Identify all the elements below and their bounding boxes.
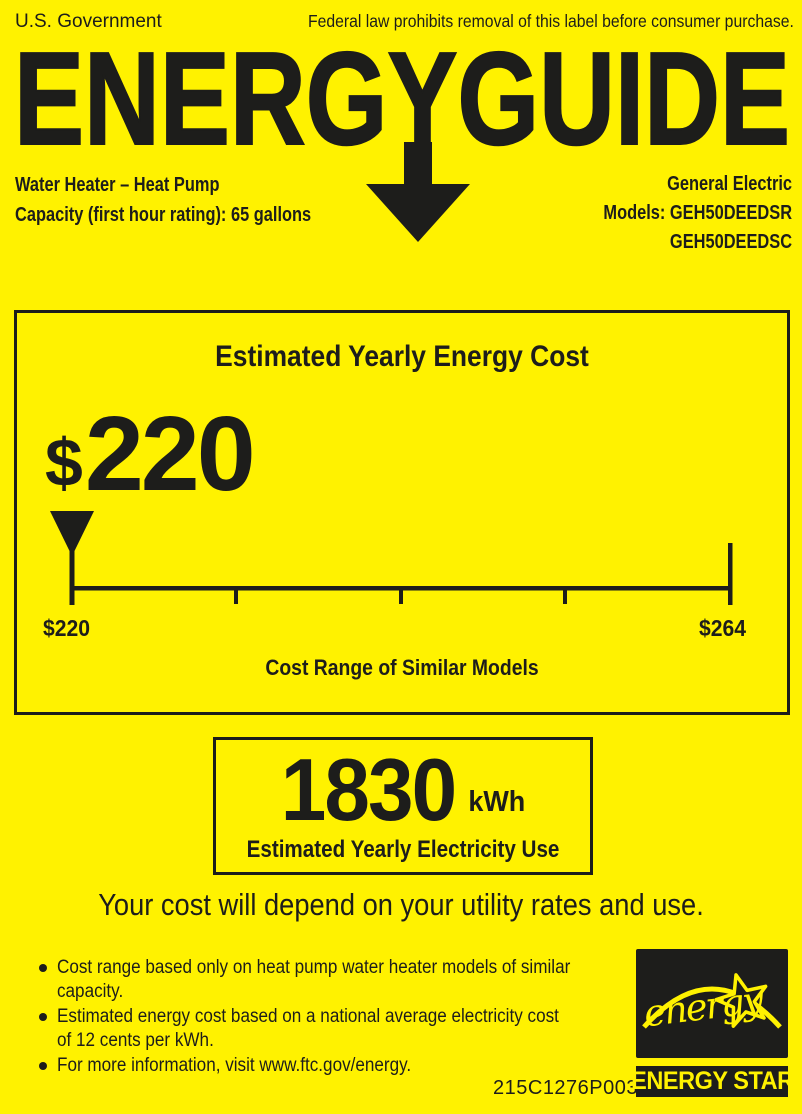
kwh-unit: kWh <box>468 786 526 818</box>
part-number: 215C1276P003 <box>493 1077 639 1099</box>
us-government-text: U.S. Government <box>15 11 162 32</box>
kwh-amount: 1830 <box>280 740 457 839</box>
electricity-use-value: 1830 kWh <box>229 746 577 834</box>
bullet-line: of 12 cents per kWh. <box>57 1030 214 1051</box>
scale-end-tick <box>728 543 733 605</box>
federal-notice-text: Federal law prohibits removal of this la… <box>308 11 794 31</box>
scale-tick <box>563 588 567 604</box>
energy-cost-box: Estimated Yearly Energy Cost $ 220 $220 … <box>14 310 790 715</box>
cost-range-scale <box>50 511 733 605</box>
energy-star-mark: energy <box>636 949 788 1058</box>
energy-star-arc <box>642 986 782 1029</box>
scale-tick <box>234 588 238 604</box>
star-icon <box>714 973 768 1028</box>
product-info: Water Heater – Heat Pump Capacity (first… <box>15 170 311 230</box>
bullet-line: For more information, visit www.ftc.gov/… <box>57 1055 412 1076</box>
product-type: Water Heater – Heat Pump <box>15 174 220 196</box>
energyguide-logo: ENERGYGUIDE <box>13 42 791 242</box>
energy-star-background <box>636 949 788 1058</box>
scale-caption: Cost Range of Similar Models <box>265 655 539 680</box>
list-item: Estimated energy cost based on a nationa… <box>36 1005 636 1053</box>
electricity-use-box: 1830 kWh Estimated Yearly Electricity Us… <box>213 737 593 875</box>
scale-min-label: $220 <box>43 615 91 641</box>
bullet-line: Cost range based only on heat pump water… <box>57 957 571 978</box>
currency-symbol: $ <box>45 425 83 501</box>
energy-star-logo: energy ENERGY STAR <box>631 949 794 1098</box>
energy-star-bar: ENERGY STAR <box>631 1066 794 1097</box>
marker-stem <box>69 550 75 605</box>
model-line-2: GEH50DEEDSC <box>669 231 792 253</box>
manufacturer-info: General Electric Models: GEH50DEEDSR GEH… <box>603 170 792 257</box>
energy-star-label: ENERGY STAR <box>630 1067 794 1095</box>
electricity-use-caption: Estimated Yearly Electricity Use <box>246 836 560 863</box>
energyguide-wordmark: ENERGYGUIDE <box>14 42 790 172</box>
cost-box-title: Estimated Yearly Energy Cost <box>215 340 589 373</box>
footnote-list: Cost range based only on heat pump water… <box>36 956 636 1079</box>
utility-rates-note: Your cost will depend on your utility ra… <box>98 887 704 922</box>
bullet-line: capacity. <box>57 981 124 1002</box>
brand-name: General Electric <box>667 173 792 195</box>
list-item: For more information, visit www.ftc.gov/… <box>36 1054 636 1078</box>
list-item: Cost range based only on heat pump water… <box>36 956 636 1004</box>
product-capacity: Capacity (first hour rating): 65 gallons <box>15 204 312 226</box>
yearly-cost-value: $ 220 <box>45 395 256 513</box>
bullet-line: Estimated energy cost based on a nationa… <box>57 1006 559 1027</box>
cost-amount: 220 <box>84 395 256 513</box>
scale-max-label: $264 <box>699 615 747 641</box>
model-line-1: Models: GEH50DEEDSR <box>603 202 792 224</box>
marker-triangle-icon <box>50 511 94 552</box>
down-arrow-icon <box>366 142 470 242</box>
scale-tick <box>399 588 403 604</box>
